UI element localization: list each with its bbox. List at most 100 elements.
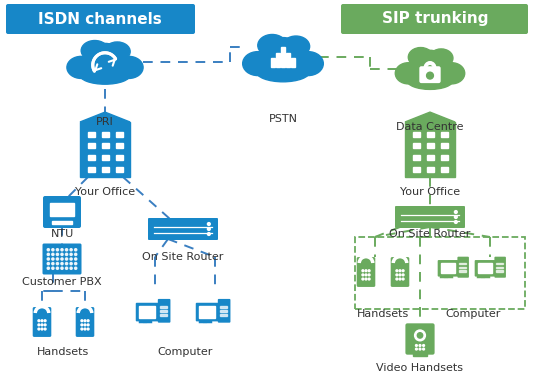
Circle shape <box>47 267 49 269</box>
Bar <box>160 310 167 312</box>
Circle shape <box>399 278 401 280</box>
FancyBboxPatch shape <box>42 244 81 274</box>
Circle shape <box>416 348 417 350</box>
Bar <box>426 167 433 172</box>
Ellipse shape <box>81 40 109 61</box>
Bar <box>426 132 433 137</box>
Circle shape <box>61 262 63 265</box>
Circle shape <box>41 320 43 322</box>
Bar <box>102 144 109 149</box>
Circle shape <box>419 345 421 346</box>
Bar <box>52 221 72 224</box>
Circle shape <box>38 324 40 326</box>
Ellipse shape <box>282 36 310 57</box>
Circle shape <box>74 253 77 256</box>
Circle shape <box>208 228 210 230</box>
Circle shape <box>81 328 83 330</box>
Circle shape <box>47 249 49 251</box>
Circle shape <box>87 328 89 330</box>
FancyBboxPatch shape <box>494 257 506 278</box>
Bar <box>271 58 275 67</box>
Circle shape <box>38 320 40 322</box>
Bar <box>412 167 419 172</box>
Text: Handsets: Handsets <box>357 309 409 319</box>
Circle shape <box>70 249 72 251</box>
Circle shape <box>362 270 364 272</box>
Circle shape <box>44 328 46 330</box>
Polygon shape <box>405 112 455 122</box>
Bar <box>116 144 123 149</box>
Ellipse shape <box>413 50 447 78</box>
FancyBboxPatch shape <box>158 299 171 323</box>
Circle shape <box>56 253 58 256</box>
Bar <box>440 167 447 172</box>
Bar <box>220 306 227 308</box>
Circle shape <box>362 274 364 276</box>
FancyBboxPatch shape <box>357 257 375 287</box>
Circle shape <box>38 328 40 330</box>
Bar <box>80 122 130 177</box>
Ellipse shape <box>407 71 453 89</box>
Circle shape <box>52 249 54 251</box>
Bar <box>426 144 433 149</box>
Bar <box>88 144 95 149</box>
Ellipse shape <box>114 56 143 78</box>
Circle shape <box>368 274 370 276</box>
Bar <box>139 307 155 318</box>
Circle shape <box>52 267 54 269</box>
Circle shape <box>84 328 86 330</box>
Circle shape <box>65 253 68 256</box>
Circle shape <box>423 348 424 350</box>
Ellipse shape <box>243 52 273 75</box>
Bar <box>116 155 123 160</box>
Text: NTU: NTU <box>50 229 74 239</box>
Circle shape <box>47 262 49 265</box>
Circle shape <box>74 262 77 265</box>
Bar <box>102 132 109 137</box>
Bar <box>160 314 167 316</box>
Text: PSTN: PSTN <box>269 114 297 124</box>
Circle shape <box>52 262 54 265</box>
FancyBboxPatch shape <box>75 307 94 337</box>
Circle shape <box>426 72 433 79</box>
Circle shape <box>56 267 58 269</box>
Text: On Site Router: On Site Router <box>142 252 224 262</box>
Circle shape <box>416 345 417 346</box>
Bar <box>496 267 503 268</box>
Circle shape <box>84 324 86 326</box>
Circle shape <box>52 258 54 260</box>
Circle shape <box>365 270 367 272</box>
Circle shape <box>402 270 404 272</box>
FancyBboxPatch shape <box>395 206 465 228</box>
Circle shape <box>52 253 54 256</box>
Bar <box>50 203 74 216</box>
Circle shape <box>417 333 423 338</box>
Circle shape <box>362 278 364 280</box>
Bar <box>276 53 280 67</box>
Ellipse shape <box>67 56 95 78</box>
Bar <box>412 132 419 137</box>
Ellipse shape <box>439 63 465 84</box>
Circle shape <box>70 262 72 265</box>
Circle shape <box>396 274 398 276</box>
Circle shape <box>47 258 49 260</box>
Bar <box>460 267 466 268</box>
Circle shape <box>87 324 89 326</box>
Ellipse shape <box>395 63 422 84</box>
Text: Computer: Computer <box>157 347 213 357</box>
Circle shape <box>70 253 72 256</box>
Text: On Site Router: On Site Router <box>389 229 471 239</box>
Bar <box>88 155 95 160</box>
FancyBboxPatch shape <box>438 260 458 277</box>
Circle shape <box>47 253 49 256</box>
Circle shape <box>65 262 68 265</box>
Bar <box>102 155 109 160</box>
Bar <box>88 167 95 172</box>
Text: PRI: PRI <box>96 117 114 127</box>
Bar <box>441 264 455 273</box>
FancyBboxPatch shape <box>196 303 219 322</box>
Bar <box>496 263 503 264</box>
Bar <box>412 144 419 149</box>
Bar <box>220 314 227 316</box>
FancyBboxPatch shape <box>457 257 469 278</box>
